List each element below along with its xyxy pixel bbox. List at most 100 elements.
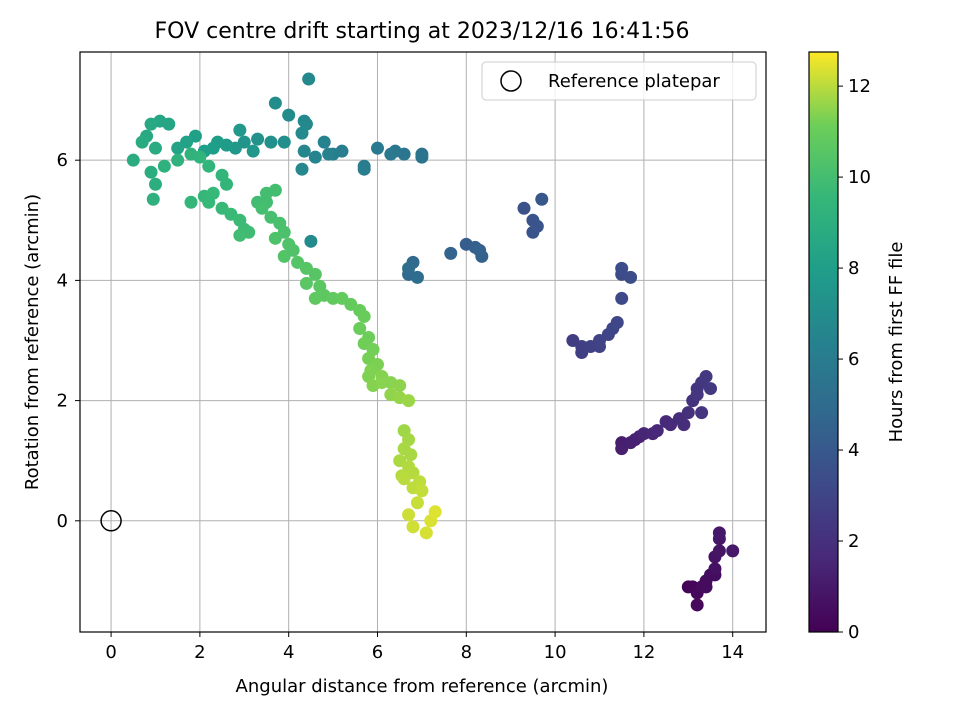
data-point xyxy=(157,159,171,173)
data-point xyxy=(415,150,429,164)
data-point xyxy=(144,117,158,131)
colorbar-tick-label: 10 xyxy=(848,167,871,188)
data-point xyxy=(193,150,207,164)
data-point xyxy=(295,162,309,176)
data-point xyxy=(712,544,726,558)
data-point xyxy=(402,394,416,408)
x-axis-ticks: 0 2 4 6 8 10 12 14 xyxy=(105,632,744,663)
data-point xyxy=(264,135,278,149)
data-point xyxy=(233,228,247,242)
data-point xyxy=(703,382,717,396)
data-point xyxy=(233,123,247,137)
data-point xyxy=(148,177,162,191)
reference-marker xyxy=(100,510,122,532)
data-point xyxy=(475,249,489,263)
data-point xyxy=(126,153,140,167)
legend-entry-reference-platepar: Reference platepar xyxy=(548,71,720,92)
data-point xyxy=(202,159,216,173)
x-axis-label: Angular distance from reference (arcmin) xyxy=(236,676,609,697)
data-point xyxy=(415,484,429,498)
data-point xyxy=(402,261,416,275)
data-point xyxy=(297,144,311,158)
data-point xyxy=(135,135,149,149)
data-point xyxy=(681,406,695,420)
data-point xyxy=(246,144,260,158)
data-point xyxy=(326,291,340,305)
data-point xyxy=(268,96,282,110)
data-point xyxy=(428,505,442,519)
x-tick-label: 8 xyxy=(461,642,472,663)
colorbar-tick-label: 2 xyxy=(848,531,859,552)
data-point xyxy=(410,496,424,510)
data-point xyxy=(708,562,722,576)
data-point xyxy=(615,261,629,275)
data-point xyxy=(304,234,318,248)
colorbar xyxy=(808,51,839,633)
x-tick-label: 6 xyxy=(372,642,383,663)
x-tick-label: 14 xyxy=(721,642,744,663)
colorbar-tick-label: 8 xyxy=(848,258,859,279)
data-point xyxy=(297,114,311,128)
data-point xyxy=(171,153,185,167)
data-point xyxy=(268,231,282,245)
data-point xyxy=(444,246,458,260)
data-point xyxy=(375,376,389,390)
data-point xyxy=(624,270,638,284)
x-tick-label: 2 xyxy=(194,642,205,663)
y-tick-label: 0 xyxy=(57,511,68,532)
data-point xyxy=(677,418,691,432)
data-point xyxy=(299,276,313,290)
y-tick-label: 6 xyxy=(57,150,68,171)
data-point xyxy=(251,132,265,146)
data-point xyxy=(259,186,273,200)
data-point xyxy=(690,388,704,402)
y-tick-label: 2 xyxy=(57,391,68,412)
data-point xyxy=(277,249,291,263)
data-points xyxy=(126,72,740,612)
data-point xyxy=(295,126,309,140)
data-point xyxy=(690,598,704,612)
data-point xyxy=(610,315,624,329)
chart-title: FOV centre drift starting at 2023/12/16 … xyxy=(155,19,690,44)
data-point xyxy=(255,201,269,215)
data-point xyxy=(148,141,162,155)
data-point xyxy=(615,291,629,305)
data-point xyxy=(302,72,316,86)
data-point xyxy=(220,177,234,191)
data-point xyxy=(171,141,185,155)
data-point xyxy=(370,141,384,155)
data-point xyxy=(353,321,367,335)
colorbar-tick-label: 4 xyxy=(848,440,859,461)
x-tick-label: 0 xyxy=(105,642,116,663)
data-point xyxy=(419,526,433,540)
x-tick-label: 4 xyxy=(283,642,294,663)
data-point xyxy=(277,135,291,149)
x-tick-label: 12 xyxy=(632,642,655,663)
data-point xyxy=(726,544,740,558)
colorbar-tick-label: 6 xyxy=(848,349,859,370)
data-point xyxy=(402,508,416,522)
data-point xyxy=(397,472,411,486)
data-point xyxy=(308,267,322,281)
data-point xyxy=(282,108,296,122)
data-point xyxy=(530,219,544,233)
colorbar-tick-label: 0 xyxy=(848,622,859,643)
data-point xyxy=(322,147,336,161)
data-point xyxy=(410,270,424,284)
reference-platepar-marker xyxy=(100,510,122,532)
x-tick-label: 10 xyxy=(544,642,567,663)
data-point xyxy=(202,195,216,209)
data-point xyxy=(406,520,420,534)
data-point xyxy=(308,291,322,305)
data-point xyxy=(144,165,158,179)
data-point xyxy=(637,427,651,441)
data-point xyxy=(699,370,713,384)
plot-area-frame xyxy=(79,51,767,633)
y-tick-label: 4 xyxy=(57,270,68,291)
data-point xyxy=(535,192,549,206)
data-point xyxy=(695,406,709,420)
data-point xyxy=(364,364,378,378)
data-point xyxy=(308,150,322,164)
data-point xyxy=(699,580,713,594)
